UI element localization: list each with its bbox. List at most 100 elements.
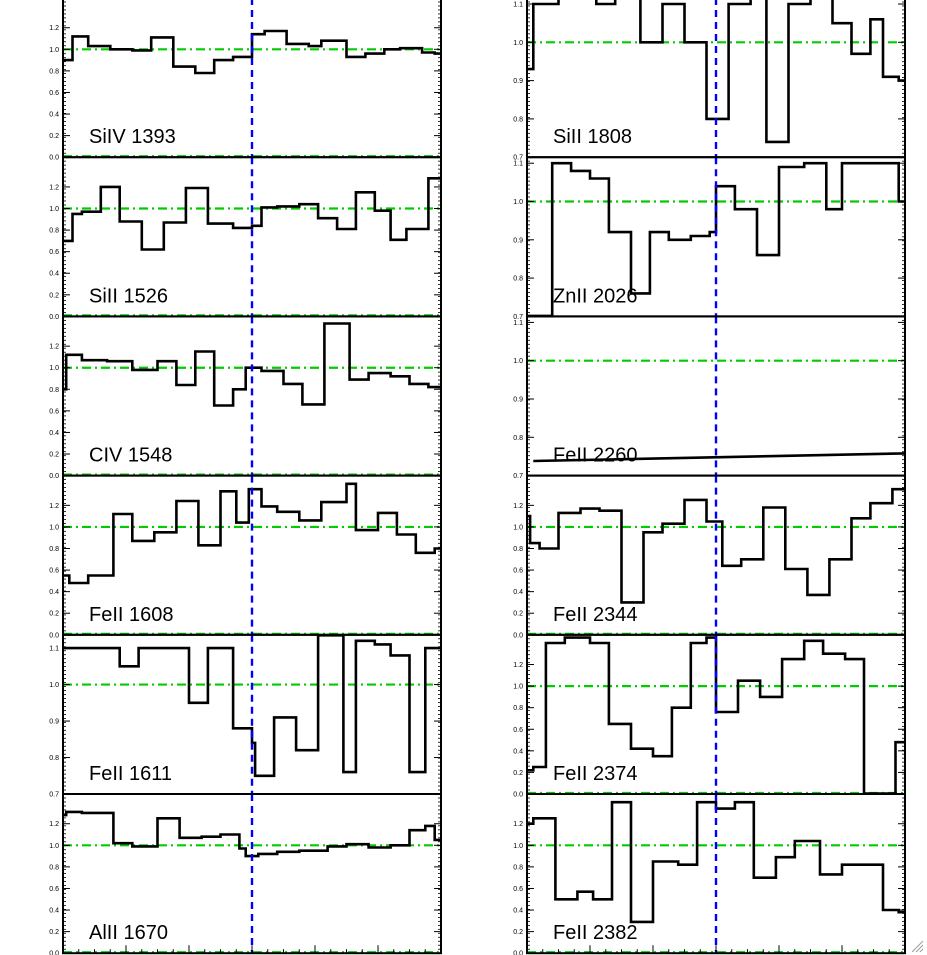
y-tick-label: 0.0	[513, 632, 523, 639]
y-tick-label: 0.4	[513, 589, 523, 596]
ion-label: FeII 1608	[89, 604, 174, 626]
y-tick-label: 0.7	[513, 314, 523, 321]
y-tick-label: 0.6	[49, 408, 59, 415]
spectrum-trace	[527, 636, 905, 794]
y-tick-label: 0.6	[49, 886, 59, 893]
y-tick-label: 1.2	[49, 821, 59, 828]
y-tick-label: 1.0	[49, 206, 59, 213]
y-tick-label: 0.9	[49, 719, 59, 726]
y-tick-label: 1.0	[49, 47, 59, 54]
ion-label: AlII 1670	[89, 922, 168, 944]
x-axis-right: -600-400-2000200400600	[526, 945, 906, 954]
y-tick-label: 0.9	[513, 397, 523, 404]
y-tick-label: 0.4	[49, 908, 59, 915]
y-tick-label: 0.2	[49, 611, 59, 618]
y-tick-label: 1.0	[513, 199, 523, 206]
y-tick-label: 0.4	[49, 589, 59, 596]
y-tick-label: 0.0	[513, 951, 523, 955]
panel-siiv-1393: 0.0 0.2 0.4 0.6 0.8 1.0 1.2 SiIV 1393	[49, 0, 442, 162]
spectrum-trace	[527, 0, 905, 144]
y-tick-label: 1.0	[513, 843, 523, 850]
panel-civ-1548: 0.0 0.2 0.4 0.6 0.8 1.0 1.2 CIV 1548	[49, 315, 442, 480]
y-tick-label: 1.0	[513, 524, 523, 531]
y-tick-label: 1.1	[49, 646, 59, 653]
y-tick-label: 0.8	[49, 755, 59, 762]
y-tick-label: 0.2	[49, 452, 59, 459]
y-tick-label: 0.8	[49, 68, 59, 75]
spectrum-trace	[63, 482, 441, 585]
y-tick-label: 0.4	[49, 112, 59, 119]
panel-feii-2374: 0.0 0.2 0.4 0.6 0.8 1.0 1.2 FeII 2374	[513, 633, 906, 799]
y-tick-label: 0.4	[49, 430, 59, 437]
panel-feii-1611: 0.7 0.8 0.9 1.0 1.1 FeII 1611	[49, 633, 442, 799]
y-tick-label: 0.2	[513, 929, 523, 936]
y-tick-label: 1.1	[513, 2, 523, 9]
y-tick-label: 0.6	[49, 249, 59, 256]
y-tick-label: 1.2	[513, 821, 523, 828]
y-tick-label: 1.0	[49, 524, 59, 531]
y-tick-label: 1.2	[49, 503, 59, 510]
y-tick-label: 0.0	[49, 632, 59, 639]
y-tick-label: 0.7	[513, 155, 523, 162]
y-tick-label: 1.0	[513, 40, 523, 47]
ion-label: SiII 1526	[89, 285, 168, 307]
y-tick-label: 0.6	[513, 727, 523, 734]
ion-label: FeII 2344	[553, 604, 638, 626]
y-tick-label: 1.2	[49, 25, 59, 32]
y-tick-label: 0.9	[513, 237, 523, 244]
y-tick-label: 1.1	[513, 161, 523, 168]
spectrum-trace	[63, 177, 441, 251]
y-tick-label: 0.8	[49, 228, 59, 235]
ion-label: SiII 1808	[553, 126, 632, 148]
y-tick-label: 0.2	[49, 133, 59, 140]
y-tick-label: 0.0	[49, 314, 59, 321]
y-tick-label: 0.8	[513, 435, 523, 442]
y-tick-label: 1.0	[49, 843, 59, 850]
y-tick-label: 0.2	[513, 770, 523, 777]
y-tick-label: 1.1	[513, 320, 523, 327]
y-tick-label: 0.8	[49, 387, 59, 394]
y-tick-label: 0.0	[513, 792, 523, 799]
y-tick-label: 1.0	[513, 358, 523, 365]
y-tick-label: 1.0	[513, 684, 523, 691]
ion-label: FeII 2374	[553, 763, 638, 785]
y-tick-label: 1.2	[49, 344, 59, 351]
spectrum-trace	[527, 161, 905, 317]
y-tick-label: 0.8	[49, 546, 59, 553]
spectrum-trace	[63, 29, 441, 75]
y-tick-label: 1.0	[49, 682, 59, 689]
spectrum-trace	[533, 452, 905, 463]
y-tick-label: 0.6	[513, 568, 523, 575]
y-tick-label: 1.0	[49, 365, 59, 372]
y-tick-label: 0.2	[49, 929, 59, 936]
y-tick-label: 0.8	[49, 864, 59, 871]
ion-label: FeII 1611	[89, 763, 172, 785]
ion-label: FeII 2260	[553, 445, 638, 467]
resize-grip-icon	[911, 940, 924, 953]
spectrum-trace	[527, 800, 905, 924]
ion-label: FeII 2382	[553, 922, 638, 944]
y-tick-label: 0.0	[49, 951, 59, 955]
y-tick-label: 1.2	[513, 503, 523, 510]
y-tick-label: 1.2	[513, 662, 523, 669]
y-tick-label: 0.4	[513, 748, 523, 755]
y-tick-label: 0.2	[513, 611, 523, 618]
y-tick-label: 0.0	[49, 473, 59, 480]
panel-feii-2260: 0.7 0.8 0.9 1.0 1.1 FeII 2260	[513, 315, 906, 480]
spectrum-trace	[63, 322, 441, 407]
y-tick-label: 0.8	[513, 276, 523, 283]
panel-feii-2382: 0.0 0.2 0.4 0.6 0.8 1.0 1.2 FeII 2382	[513, 793, 906, 955]
y-tick-label: 1.2	[49, 184, 59, 191]
panel-feii-1608: 0.0 0.2 0.4 0.6 0.8 1.0 1.2 FeII 1608	[49, 474, 442, 639]
y-tick-label: 0.4	[513, 908, 523, 915]
y-tick-label: 0.6	[513, 886, 523, 893]
ion-label: ZnII 2026	[553, 285, 638, 307]
panel-feii-2344: 0.0 0.2 0.4 0.6 0.8 1.0 1.2 FeII 2344	[513, 474, 906, 639]
y-tick-label: 0.6	[49, 90, 59, 97]
panel-znii-2026: 0.7 0.8 0.9 1.0 1.1 ZnII 2026	[513, 156, 906, 321]
y-tick-label: 0.8	[513, 116, 523, 123]
y-tick-label: 0.0	[49, 155, 59, 162]
ion-label: CIV 1548	[89, 445, 172, 467]
